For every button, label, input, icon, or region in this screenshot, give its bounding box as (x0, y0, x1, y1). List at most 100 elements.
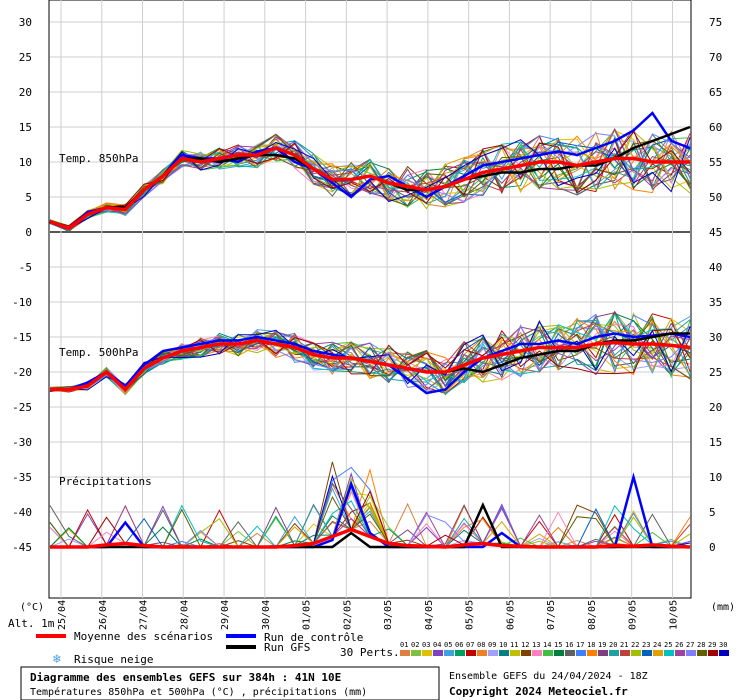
pert-legend-label: 14 (543, 641, 551, 649)
pert-legend-swatch (697, 650, 707, 656)
pert-legend-label: 18 (587, 641, 595, 649)
left-tick-label: -20 (12, 366, 32, 379)
pert-legend-swatch (466, 650, 476, 656)
legend-gfs-label: Run GFS (264, 641, 310, 654)
right-tick-label: 35 (709, 296, 722, 309)
pert-legend-swatch (620, 650, 630, 656)
pert-legend-label: 25 (664, 641, 672, 649)
right-tick-label: 0 (709, 541, 716, 554)
right-tick-label: 25 (709, 366, 722, 379)
date-tick-label: 30/04 (261, 600, 272, 630)
right-tick-label: 15 (709, 436, 722, 449)
pert-legend-label: 06 (455, 641, 463, 649)
perturbation-t850-line (49, 130, 691, 227)
pert-legend-swatch (609, 650, 619, 656)
pert-legend-swatch (664, 650, 674, 656)
pert-legend-label: 30 (719, 641, 727, 649)
pert-legend-label: 13 (532, 641, 540, 649)
date-tick-label: 03/05 (383, 600, 394, 630)
legend-control-label: Run de contrôle (264, 631, 363, 644)
date-tick-label: 25/04 (57, 600, 68, 630)
left-tick-label: -5 (19, 261, 32, 274)
pert-legend-swatch (532, 650, 542, 656)
pert-legend-swatch (653, 650, 663, 656)
left-tick-label: -35 (12, 471, 32, 484)
pert-legend-label: 05 (444, 641, 452, 649)
right-tick-label: 40 (709, 261, 722, 274)
date-tick-label: 10/05 (668, 600, 679, 630)
pert-legend-label: 24 (653, 641, 661, 649)
pert-legend-label: 01 (400, 641, 408, 649)
date-tick-label: 02/05 (342, 600, 353, 630)
pert-legend-label: 27 (686, 641, 694, 649)
pert-legend-label: 17 (576, 641, 584, 649)
perturbation-t850-line (49, 133, 691, 230)
pert-legend-label: 02 (411, 641, 419, 649)
legend-mean-label: Moyenne des scénarios (74, 630, 213, 643)
pert-legend-swatch (499, 650, 509, 656)
pert-legend-swatch (411, 650, 421, 656)
date-tick-label: 29/04 (220, 600, 231, 630)
right-tick-label: 70 (709, 51, 722, 64)
footer-subtitle: Températures 850hPa et 500hPa (°C) , pré… (30, 686, 367, 698)
label-t850: Temp. 850hPa (59, 152, 138, 165)
pert-legend-label: 15 (554, 641, 562, 649)
left-tick-label: 25 (19, 51, 32, 64)
left-axis: 30 25 20 15 10 5 0 -5 -10 -15 -20 -25 -30 -35 -40 -45 (12, 16, 32, 554)
snowflake-icon: ❄ (52, 652, 61, 667)
pert-legend-swatch (642, 650, 652, 656)
left-tick-label: -45 (12, 541, 32, 554)
right-tick-label: 45 (709, 226, 722, 239)
pert-legend-label: 21 (620, 641, 628, 649)
pert-legend-label: 23 (642, 641, 650, 649)
right-axis-unit: (mm) (711, 602, 735, 613)
alt-label: Alt. 1m (8, 617, 55, 630)
pert-legend-swatch (565, 650, 575, 656)
right-tick-label: 5 (709, 506, 716, 519)
pert-legend-label: 28 (697, 641, 705, 649)
perturbation-t500-line (49, 319, 691, 392)
left-tick-label: 0 (25, 226, 32, 239)
pert-legend-label: 26 (675, 641, 683, 649)
pert-legend-swatch (576, 650, 586, 656)
pert-legend-label: 20 (609, 641, 617, 649)
date-tick-label: 08/05 (587, 600, 598, 630)
pert-legend-label: 09 (488, 641, 496, 649)
pert-legend-swatch (433, 650, 443, 656)
pert-legend-label: 11 (510, 641, 518, 649)
pert-legend-label: 04 (433, 641, 441, 649)
pert-legend-swatch (554, 650, 564, 656)
pert-legend-swatch (455, 650, 465, 656)
pert-legend-swatch (400, 650, 410, 656)
legend-snow-label: Risque neige (74, 653, 153, 666)
pert-legend-swatch (444, 650, 454, 656)
pert-legend-label: 22 (631, 641, 639, 649)
right-tick-label: 50 (709, 191, 722, 204)
pert-legend-swatch (675, 650, 685, 656)
pert-legend-swatch (719, 650, 729, 656)
right-tick-label: 55 (709, 156, 722, 169)
left-tick-label: -10 (12, 296, 32, 309)
pert-legend-swatch (510, 650, 520, 656)
pert-legend-swatch (422, 650, 432, 656)
pert-legend-swatch (631, 650, 641, 656)
pert-legend-label: 19 (598, 641, 606, 649)
left-tick-label: -40 (12, 506, 32, 519)
pert-legend-swatch (477, 650, 487, 656)
pert-legend-swatch (488, 650, 498, 656)
mean-t500-line (50, 338, 691, 392)
pert-legend-label: 12 (521, 641, 529, 649)
left-tick-label: -25 (12, 401, 32, 414)
left-tick-label: 10 (19, 156, 32, 169)
date-tick-label: 26/04 (98, 600, 109, 630)
label-t500: Temp. 500hPa (59, 346, 138, 359)
left-tick-label: 30 (19, 16, 32, 29)
footer-title: Diagramme des ensembles GEFS sur 384h : … (30, 671, 341, 684)
pert-legend-label: 16 (565, 641, 573, 649)
left-axis-unit: (°C) (20, 602, 44, 613)
pert-legend-label: 07 (466, 641, 474, 649)
pert-legend-label: 10 (499, 641, 507, 649)
date-tick-label: 27/04 (139, 600, 150, 630)
